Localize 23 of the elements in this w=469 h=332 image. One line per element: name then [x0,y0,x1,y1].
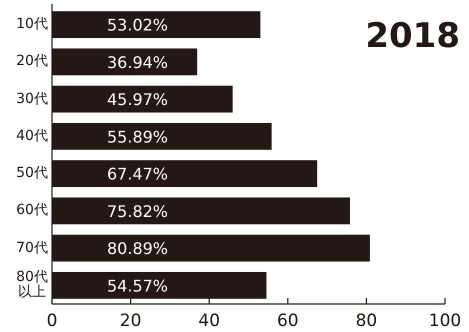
y-tick-label: 60代 [16,202,48,218]
y-tick-label: 20代 [16,53,48,70]
data-label: 36.94% [107,52,168,72]
data-label: 54.57% [107,276,168,296]
x-tick-label: 0 [46,311,58,331]
x-tick-label: 60 [276,311,299,331]
chart-title: 2018 [365,16,460,56]
data-label: 75.82% [107,202,168,221]
data-label: 67.47% [107,164,168,184]
y-tick-label: 30代 [16,90,48,107]
x-tick-label: 20 [120,311,142,331]
y-tick-label: 10代 [16,16,48,32]
data-label: 53.02% [107,16,168,35]
data-label: 45.97% [107,90,168,110]
y-tick-label: 50代 [16,165,48,182]
y-tick-label: 40代 [16,128,48,144]
x-tick-label: 80 [356,311,378,331]
data-label: 80.89% [107,239,168,258]
x-tick-label: 100 [428,311,462,331]
y-tick-label: 70代 [16,240,48,256]
data-label: 55.89% [107,127,168,146]
x-tick-label: 40 [198,311,220,331]
y-tick-label: 80代以上 [16,269,48,300]
